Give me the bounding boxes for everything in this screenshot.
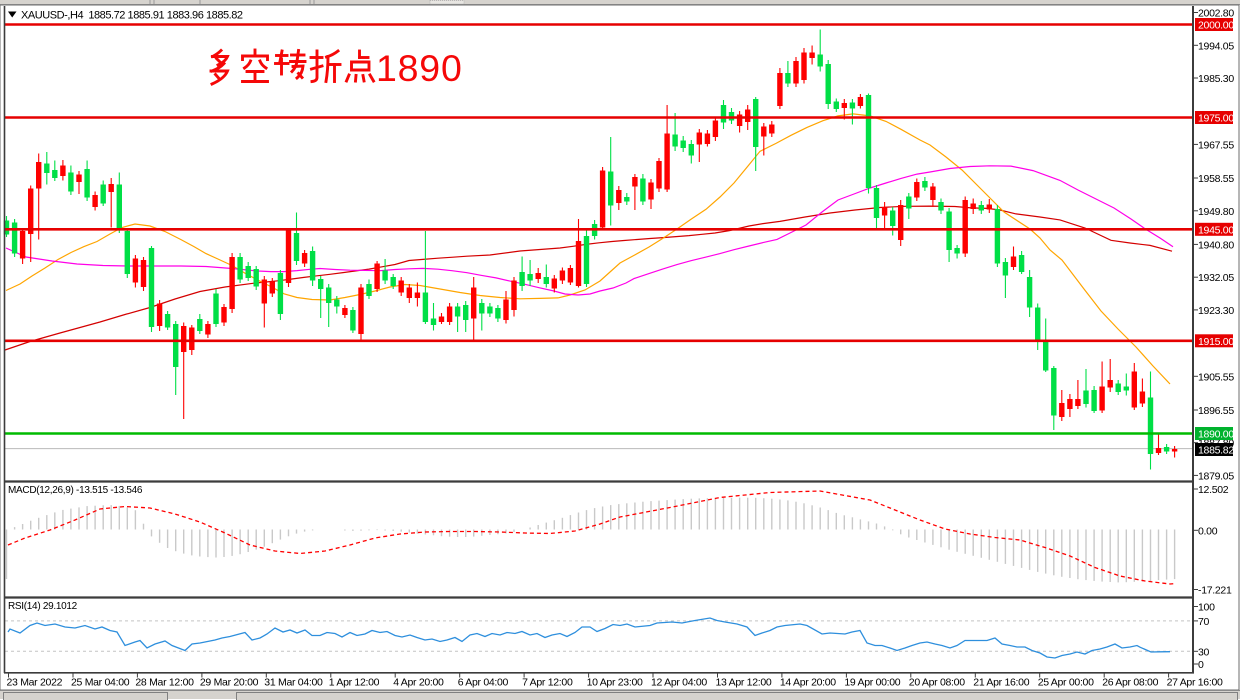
svg-text:30: 30 (1198, 646, 1210, 658)
svg-text:12 Apr 04:00: 12 Apr 04:00 (651, 677, 707, 689)
svg-text:1905.55: 1905.55 (1198, 371, 1234, 383)
svg-text:1958.55: 1958.55 (1198, 173, 1234, 185)
svg-text:13 Apr 12:00: 13 Apr 12:00 (716, 677, 772, 689)
svg-text:1879.05: 1879.05 (1198, 470, 1234, 482)
svg-text:14 Apr 20:00: 14 Apr 20:00 (780, 677, 836, 689)
svg-text:100: 100 (1198, 602, 1215, 614)
svg-text:6 Apr 04:00: 6 Apr 04:00 (458, 677, 509, 689)
svg-text:1994.05: 1994.05 (1198, 40, 1234, 52)
svg-text:20 Apr 08:00: 20 Apr 08:00 (909, 677, 965, 689)
svg-text:1949.80: 1949.80 (1198, 206, 1234, 218)
svg-text:23 Mar 2022: 23 Mar 2022 (7, 677, 63, 689)
svg-text:1890.00: 1890.00 (1198, 429, 1234, 441)
svg-text:1915.00: 1915.00 (1198, 336, 1234, 348)
svg-text:1940.80: 1940.80 (1198, 239, 1234, 251)
svg-text:-17.221: -17.221 (1198, 585, 1232, 597)
svg-text:1967.55: 1967.55 (1198, 139, 1234, 151)
svg-text:RSI(14) 29.1012: RSI(14) 29.1012 (8, 601, 78, 612)
svg-text:31 Mar 04:00: 31 Mar 04:00 (264, 677, 323, 689)
svg-text:25 Apr 00:00: 25 Apr 00:00 (1038, 677, 1094, 689)
svg-text:1945.00: 1945.00 (1198, 224, 1234, 236)
svg-text:10 Apr 23:00: 10 Apr 23:00 (587, 677, 643, 689)
svg-text:2000.00: 2000.00 (1198, 20, 1234, 32)
svg-text:28 Mar 12:00: 28 Mar 12:00 (135, 677, 194, 689)
svg-text:2002.80: 2002.80 (1198, 8, 1234, 20)
svg-text:MACD(12,26,9) -13.515 -13.546: MACD(12,26,9) -13.515 -13.546 (8, 485, 143, 496)
svg-text:19 Apr 00:00: 19 Apr 00:00 (844, 677, 900, 689)
svg-text:1885.82: 1885.82 (1198, 445, 1234, 457)
svg-text:27 Apr 16:00: 27 Apr 16:00 (1167, 677, 1223, 689)
svg-text:1985.30: 1985.30 (1198, 73, 1234, 85)
svg-text:1923.30: 1923.30 (1198, 305, 1234, 317)
svg-text:1932.05: 1932.05 (1198, 272, 1234, 284)
svg-text:XAUUSD-,H4 1885.72 1885.91 18: XAUUSD-,H4 1885.72 1885.91 1883.96 1885.… (21, 10, 243, 22)
svg-text:1 Apr 12:00: 1 Apr 12:00 (329, 677, 380, 689)
svg-text:21 Apr 16:00: 21 Apr 16:00 (973, 677, 1029, 689)
svg-text:4 Apr 20:00: 4 Apr 20:00 (393, 677, 444, 689)
svg-text:7 Apr 12:00: 7 Apr 12:00 (522, 677, 573, 689)
svg-text:1896.55: 1896.55 (1198, 405, 1234, 417)
svg-text:0: 0 (1198, 659, 1204, 671)
svg-text:25 Mar 04:00: 25 Mar 04:00 (71, 677, 130, 689)
svg-text:12.502: 12.502 (1198, 484, 1229, 496)
svg-text:29 Mar 20:00: 29 Mar 20:00 (200, 677, 259, 689)
svg-text:1975.00: 1975.00 (1198, 113, 1234, 125)
svg-text:0.00: 0.00 (1198, 525, 1218, 537)
svg-text:26 Apr 08:00: 26 Apr 08:00 (1102, 677, 1158, 689)
svg-text:70: 70 (1198, 616, 1210, 628)
svg-text:1890: 1890 (376, 47, 463, 89)
